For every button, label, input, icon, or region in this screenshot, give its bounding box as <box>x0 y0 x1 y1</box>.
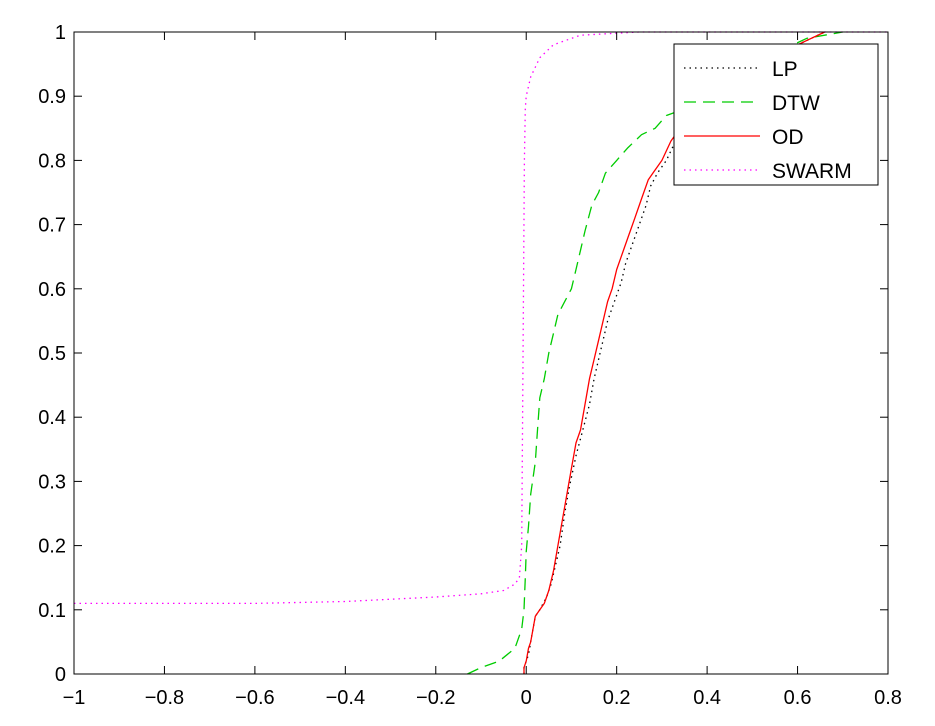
x-tick-label: 0.6 <box>784 687 812 709</box>
x-tick-label: −0.2 <box>416 687 455 709</box>
y-tick-label: 0.1 <box>38 600 66 622</box>
x-tick-label: −0.6 <box>235 687 274 709</box>
x-tick-label: −0.8 <box>145 687 184 709</box>
legend-label-lp: LP <box>772 58 798 81</box>
y-tick-label: 0.7 <box>38 215 66 237</box>
y-tick-label: 0.3 <box>38 471 66 493</box>
y-tick-label: 0.8 <box>38 150 66 172</box>
x-tick-label: 0.8 <box>874 687 902 709</box>
y-tick-label: 0.2 <box>38 536 66 558</box>
y-tick-label: 0 <box>55 664 66 686</box>
y-tick-label: 0.6 <box>38 279 66 301</box>
x-tick-label: 0.2 <box>603 687 631 709</box>
legend-label-od: OD <box>772 126 804 149</box>
y-tick-label: 1 <box>55 22 66 44</box>
legend-label-swarm: SWARM <box>772 160 852 183</box>
tick-label-layer: −1 −0.8 −0.6 −0.4 −0.2 0 0.2 0.4 0.6 0.8 0 0.1 0.2 0.… <box>38 22 902 709</box>
y-tick-label: 0.5 <box>38 343 66 365</box>
legend-label-dtw: DTW <box>772 92 820 115</box>
y-tick-label: 0.9 <box>38 86 66 108</box>
x-tick-label: −0.4 <box>326 687 365 709</box>
legend-box <box>673 43 879 186</box>
x-tick-label: 0 <box>521 687 532 709</box>
tick-layer <box>73 31 889 675</box>
x-tick-label: 0.4 <box>693 687 721 709</box>
legend-entries: LP DTW OD SWARM <box>684 58 852 183</box>
series-line-swarm <box>74 31 888 605</box>
x-tick-label: −1 <box>63 687 86 709</box>
legend: LP DTW OD SWARM <box>673 43 879 186</box>
y-tick-label: 0.4 <box>38 407 66 429</box>
